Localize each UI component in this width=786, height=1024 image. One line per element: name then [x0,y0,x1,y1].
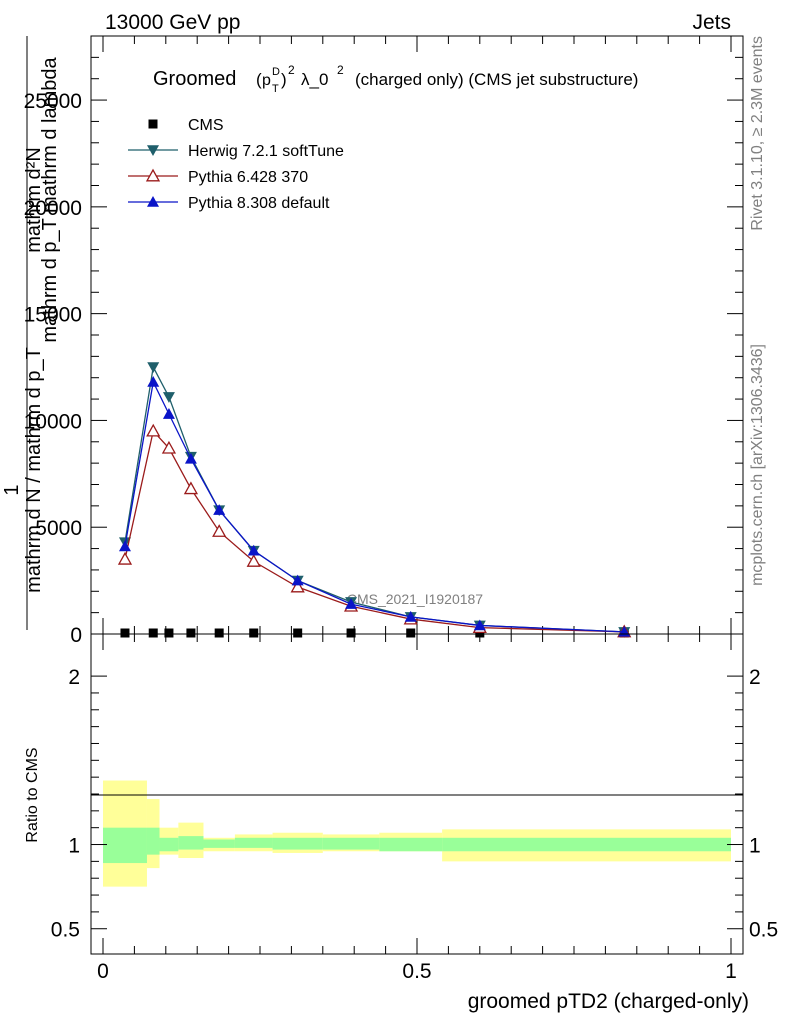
legend-label: Pythia 6.428 370 [188,169,308,186]
data-point-cms [249,628,259,638]
legend-item-pythia8: Pythia 8.308 default [128,195,330,212]
data-point-pythia6 [212,524,227,537]
ylabel-line-4: mathrm d N / mathrm d p_T [23,347,45,593]
title-open-paren: ( [256,70,262,89]
legend: CMS Herwig 7.2.1 softTune Pythia 6.428 370… [128,117,344,212]
data-point-pythia6 [117,551,133,565]
ratio-band-inner [234,837,273,848]
main-ytick-label: 15000 [24,304,82,327]
data-point-cms [120,628,130,638]
title-exponent: 2 [288,63,295,77]
main-ytick-label: 20000 [24,197,82,220]
data-point-cms [293,628,303,638]
ratio-ytick-label: 2 [68,666,80,689]
title-pt: p [262,72,271,89]
main-title: Groomed ( p D T ) 2 λ_0 2 (charged only)… [153,63,638,95]
ratio-ytick-label-right: 2 [749,666,761,689]
data-point-cms [214,628,224,638]
legend-label: Pythia 8.308 default [188,195,330,212]
title-close-paren: ) [281,70,287,89]
x-tick-label: 0.5 [402,960,431,983]
header-left: 13000 GeV pp [105,11,240,34]
ratio-band-inner [103,827,147,864]
ratio-bands [103,780,731,887]
ylabel-line-3: 1 [1,484,23,495]
data-point-pythia8 [473,619,486,631]
data-point-pythia8 [184,452,197,464]
legend-swatch-marker [147,145,159,156]
data-point-herwig [162,392,175,403]
ratio-band-inner [442,837,731,852]
ratio-band-inner [146,827,160,855]
legend-item-herwig: Herwig 7.2.1 softTune [128,143,344,160]
main-ytick-label: 25000 [24,90,82,113]
header-right: Jets [692,11,731,34]
ratio-axis-ticks [91,634,743,954]
data-point-pythia8 [118,540,131,552]
ratio-band-inner [203,839,235,848]
data-point-pythia6 [246,554,261,567]
title-pt-sup: D [272,66,280,78]
ratio-tick-labels: 0.5 0.5 1 1 2 2 0 0.5 1 [51,666,778,983]
title-lambda-exp: 2 [337,63,344,77]
ratio-ytick-label-right: 0.5 [749,919,778,942]
main-panel: CMS_2021_I1920187 0 5000 10000 15000 20000 25… [1,35,744,647]
watermark: CMS_2021_I1920187 [347,591,483,607]
legend-swatch-marker [147,196,159,207]
ratio-y-label: Ratio to CMS [24,747,41,842]
ratio-band-inner [159,837,179,852]
data-point-pythia8 [247,544,260,556]
x-tick-label: 1 [725,960,737,983]
ratio-panel: 0.5 0.5 1 1 2 2 0 0.5 1 Ratio to CMS groomed pTD… [24,633,778,1013]
data-point-cms [346,628,356,638]
data-point-cms [406,628,416,638]
legend-label: CMS [188,117,224,134]
ylabel-line-1: mathrm d²N [23,147,45,253]
main-ytick-label: 10000 [24,410,82,433]
data-point-herwig [147,362,160,374]
title-pt-sub: T [272,83,279,95]
title-prefix: Groomed [153,68,236,90]
main-ytick-label: 5000 [35,517,82,540]
data-point-pythia8 [147,375,160,387]
ratio-band-inner [379,837,443,852]
data-point-pythia6 [290,579,305,593]
ratio-ytick-label: 1 [68,835,80,858]
data-point-cms [186,628,196,638]
main-ytick-label: 0 [70,624,82,647]
title-lambda: λ_0 [301,70,328,89]
main-y-tick-labels: 0 5000 10000 15000 20000 25000 [24,90,82,647]
ratio-band-inner [178,836,204,850]
data-point-pythia8 [404,610,417,622]
data-point-cms [164,628,174,638]
ratio-frame [90,633,744,955]
data-point-pythia6 [183,481,199,495]
data-point-pythia8 [291,574,304,586]
ratio-band-inner [272,837,323,850]
rivet-label: Rivet 3.1.10, ≥ 2.3M events [749,36,766,231]
data-point-pythia8 [345,598,358,609]
data-point-pythia6 [161,440,177,454]
ylabel-line-2: mathrm d p_T mathrm d lambda [39,56,61,342]
data-point-pythia8 [213,504,226,515]
x-tick-label: 0 [97,960,109,983]
main-y-label: mathrm d²N mathrm d p_T mathrm d lambda … [1,36,61,630]
data-point-pythia8 [162,408,175,419]
ratio-ytick-label-right: 1 [749,835,761,858]
ratio-ytick-label: 0.5 [51,919,80,942]
legend-item-pythia6: Pythia 6.428 370 [128,168,308,186]
legend-item-cms: CMS [148,117,224,134]
title-suffix: (charged only) (CMS jet substructure) [355,70,638,89]
mcplots-label: mcplots.cern.ch [arXiv:1306.3436] [749,344,766,586]
legend-label: Herwig 7.2.1 softTune [188,143,344,160]
legend-swatch-marker [145,168,161,182]
x-axis-label: groomed pTD2 (charged-only) [468,990,749,1013]
data-point-pythia6 [146,423,161,437]
data-point-cms [148,628,158,638]
ratio-band-inner [322,837,380,850]
legend-swatch-marker [148,119,158,129]
